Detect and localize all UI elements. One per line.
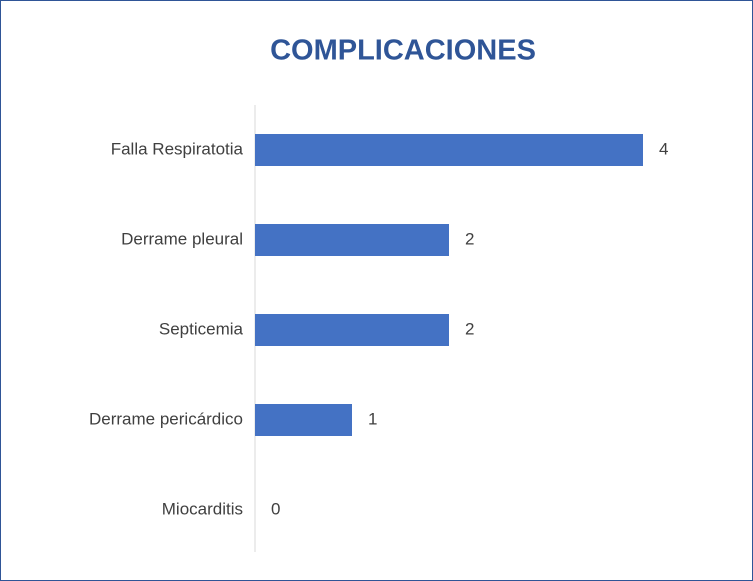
data-label: 2 — [465, 319, 474, 338]
data-label: 1 — [368, 409, 377, 428]
chart-title: COMPLICACIONES — [270, 35, 536, 67]
bar — [255, 404, 352, 436]
y-tick-label: Derrame pericárdico — [89, 409, 243, 428]
bar — [255, 314, 449, 346]
y-tick-label: Miocarditis — [162, 499, 243, 518]
y-tick-label: Septicemia — [159, 319, 244, 338]
data-label: 0 — [271, 499, 280, 518]
bar — [255, 134, 643, 166]
y-tick-label: Derrame pleural — [121, 229, 243, 248]
data-label: 4 — [659, 139, 668, 158]
y-tick-label: Falla Respiratotia — [111, 139, 244, 158]
bar — [255, 224, 449, 256]
data-label: 2 — [465, 229, 474, 248]
